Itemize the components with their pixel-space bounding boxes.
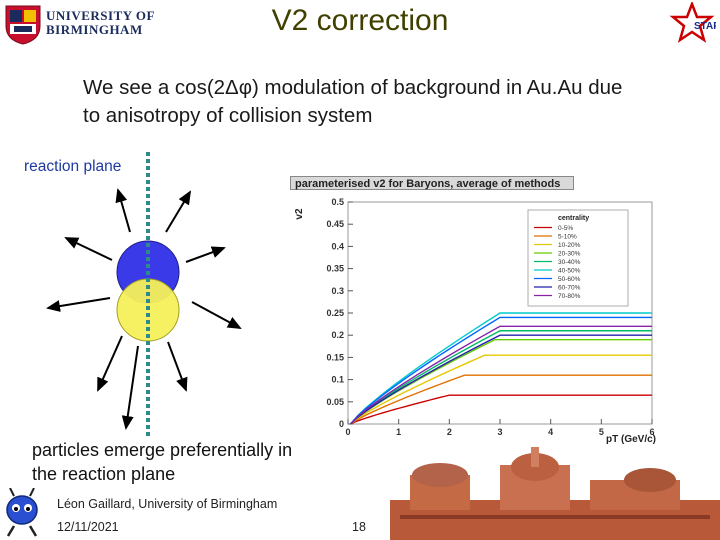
slide-subtitle: We see a cos(2Δφ) modulation of backgrou… [83,76,623,127]
series-line-60-70% [350,334,652,425]
university-name: UNIVERSITY OF BIRMINGHAM [46,9,155,37]
legend-entry: 30-40% [558,259,581,266]
series-line-10-20% [350,354,652,425]
x-tick-label: 4 [548,427,553,437]
slide-title: V2 correction [271,4,449,37]
x-axis-label: pT (GeV/c) [606,434,656,445]
legend-entry: 70-80% [558,293,581,300]
x-tick-label: 5 [599,427,604,437]
y-tick-label: 0.5 [331,197,344,207]
v2-chart: 0 0.05 0.1 0.15 0.2 0.25 0.3 0.35 0.4 0.45 0.5 0 1 2 3… [294,197,656,445]
particles-caption: particles emerge preferentially in the r… [32,440,293,484]
series-line-70-80% [350,325,652,425]
university-line-2: BIRMINGHAM [46,22,143,37]
series-line-50-60% [350,316,652,425]
y-tick-label: 0.1 [331,375,344,385]
legend-entry: 0-5% [558,225,573,232]
y-tick-label: 0 [339,419,344,429]
series-line-0-5% [350,394,652,425]
x-tick-label: 3 [497,427,502,437]
legend-entry: 60-70% [558,285,581,292]
star-experiment-logo: STAR [669,2,716,43]
legend-box [527,209,629,307]
series-line-5-10% [350,374,652,425]
university-line-1: UNIVERSITY OF [46,8,155,23]
y-tick-label: 0.05 [326,397,344,407]
reaction-plane-diagram [46,152,242,438]
y-tick-label: 0.4 [331,241,344,251]
y-tick-label: 0.15 [326,352,344,362]
x-tick-label: 6 [649,427,654,437]
series-line-30-40% [350,330,652,425]
legend-entry: 50-60% [558,276,581,283]
legend-entry: 10-20% [558,242,581,249]
legend-title: centrality [558,215,589,222]
x-tick-label: 0 [345,427,350,437]
series-line-40-50% [350,312,652,425]
university-logo [5,5,41,45]
footer-date: 12/11/2021 [57,520,119,534]
legend-entry: 5-10% [558,234,577,241]
y-axis-label: v2 [294,208,305,220]
mascot-icon [6,488,38,537]
legend-entry: 20-30% [558,251,581,258]
chart-series-group [350,312,652,425]
emission-arrows [46,188,242,430]
chart-legend: centrality 0-5% 5-10%10-20% 20-30%30-40% 40-… [527,209,629,307]
y-tick-label: 0.2 [331,330,344,340]
reaction-plane-label: reaction plane [24,158,122,175]
star-logo-text: STAR [694,21,716,32]
x-tick-label: 1 [396,427,401,437]
chart-title: parameterised v2 for Baryons, average of… [290,176,574,190]
x-tick-label: 2 [447,427,452,437]
y-tick-label: 0.45 [326,219,344,229]
legend-entry: 40-50% [558,268,581,275]
page-number: 18 [352,520,366,534]
footer-author: Léon Gaillard, University of Birmingham [57,497,278,511]
y-tick-label: 0.35 [326,264,344,274]
campus-photo [390,445,720,540]
y-tick-label: 0.3 [331,286,344,296]
y-tick-label: 0.25 [326,308,344,318]
